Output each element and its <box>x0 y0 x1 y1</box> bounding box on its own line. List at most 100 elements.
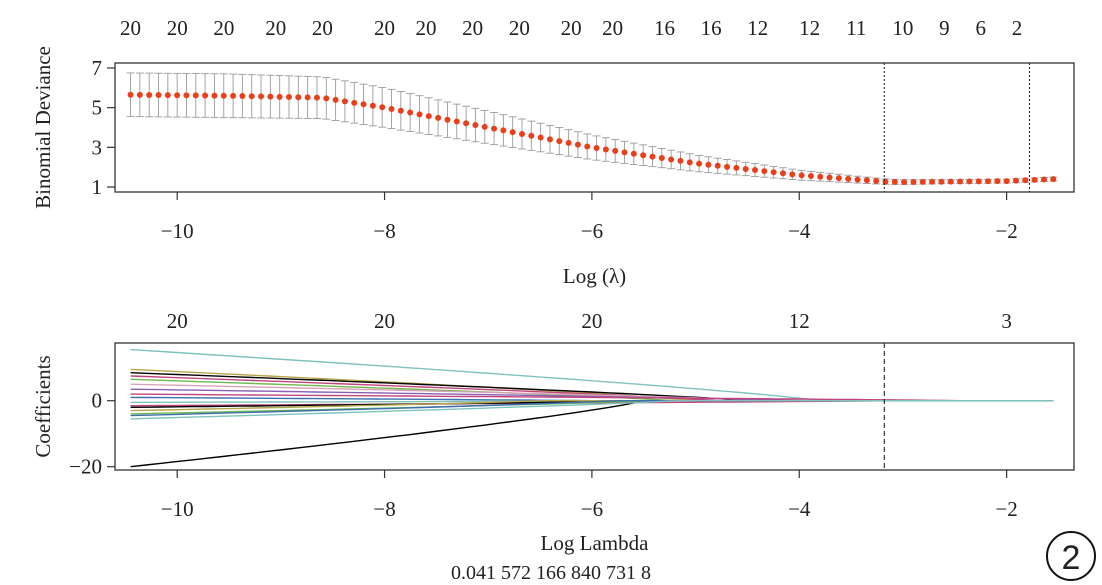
deviance-point <box>574 141 581 148</box>
deviance-point <box>975 178 982 185</box>
plot-frame <box>114 342 1075 471</box>
nonzero-count-label: 3 <box>1001 309 1012 333</box>
y-axis-ticks: 1 3 5 7 <box>92 56 115 199</box>
nonzero-count-label: 20 <box>462 16 483 40</box>
deviance-point <box>668 156 675 163</box>
deviance-point <box>519 130 526 137</box>
deviance-point <box>677 157 684 164</box>
deviance-point <box>929 178 936 185</box>
deviance-point <box>910 178 917 185</box>
deviance-point <box>453 118 460 125</box>
x-tick-label: −6 <box>581 219 603 243</box>
deviance-point <box>146 91 153 98</box>
nonzero-count-label: 20 <box>213 16 234 40</box>
deviance-point <box>1022 177 1029 184</box>
deviance-point <box>640 152 647 159</box>
deviance-point <box>463 120 470 127</box>
deviance-point <box>845 175 852 182</box>
x-tick-label: −2 <box>995 497 1017 521</box>
deviance-point <box>304 94 311 101</box>
deviance-point <box>593 145 600 152</box>
y-axis-label: Coefficients <box>31 355 55 457</box>
deviance-point <box>826 174 833 181</box>
coefficient-paths-layer <box>130 348 1054 468</box>
deviance-point <box>537 134 544 141</box>
deviance-point <box>649 153 656 160</box>
deviance-point <box>565 139 572 146</box>
nonzero-count-label: 20 <box>167 309 188 333</box>
x-tick-label: −10 <box>161 497 194 521</box>
deviance-point <box>761 168 768 175</box>
deviance-point <box>1031 176 1038 183</box>
deviance-point <box>817 173 824 180</box>
points-layer <box>127 91 1057 186</box>
nonzero-count-label: 20 <box>416 16 437 40</box>
deviance-point <box>1012 177 1019 184</box>
deviance-point <box>742 165 749 172</box>
deviance-point <box>882 178 889 185</box>
deviance-point <box>509 129 516 136</box>
deviance-point <box>621 149 628 156</box>
nonzero-count-label: 20 <box>374 16 395 40</box>
deviance-point <box>295 94 302 101</box>
nonzero-count-label: 12 <box>799 16 820 40</box>
nonzero-count-label: 20 <box>312 16 333 40</box>
x-tick-label: −4 <box>788 219 811 243</box>
deviance-point <box>686 159 693 166</box>
deviance-point <box>919 178 926 185</box>
deviance-point <box>351 99 358 106</box>
footer-caption: 0.041 572 166 840 731 8 <box>451 562 651 584</box>
errorbars-layer <box>126 72 1058 185</box>
nonzero-count-label: 20 <box>167 16 188 40</box>
deviance-point <box>696 160 703 167</box>
deviance-point <box>183 92 190 99</box>
deviance-point <box>211 92 218 99</box>
deviance-point <box>891 178 898 185</box>
nonzero-count-label: 12 <box>747 16 768 40</box>
nonzero-count-label: 16 <box>701 16 722 40</box>
deviance-point <box>789 171 796 178</box>
deviance-point <box>472 122 479 129</box>
deviance-point <box>397 107 404 114</box>
deviance-point <box>854 176 861 183</box>
deviance-point <box>994 178 1001 185</box>
nonzero-count-label: 20 <box>581 309 602 333</box>
deviance-point <box>248 93 255 100</box>
deviance-point <box>901 179 908 186</box>
deviance-point <box>947 178 954 185</box>
top-count-labels: 20 20 20 20 20 20 20 20 20 20 20 16 16 12 12 11 10 9 6 2 <box>120 16 1022 40</box>
deviance-point <box>1050 176 1057 183</box>
deviance-point <box>202 92 209 99</box>
deviance-point <box>630 150 637 157</box>
x-axis-ticks: −10 −8 −6 −4 −2 <box>161 192 1018 243</box>
deviance-point <box>612 147 619 154</box>
deviance-point <box>584 143 591 150</box>
deviance-point <box>379 104 386 111</box>
deviance-point <box>500 127 507 134</box>
nonzero-count-label: 6 <box>975 16 986 40</box>
y-tick-label: −20 <box>69 455 102 479</box>
deviance-point <box>873 178 880 185</box>
deviance-point <box>1003 178 1010 185</box>
deviance-point <box>258 93 265 100</box>
deviance-point <box>407 109 414 116</box>
coefficient-panel: −10 −8 −6 −4 −2 −20 0 20 20 20 12 3 Log Lambda Co… <box>31 309 1075 555</box>
deviance-point <box>174 92 181 99</box>
deviance-point <box>341 98 348 105</box>
deviance-point <box>528 132 535 139</box>
deviance-point <box>779 170 786 177</box>
x-axis-label: Log Lambda <box>541 531 650 555</box>
deviance-point <box>360 101 367 108</box>
deviance-point <box>276 93 283 100</box>
x-tick-label: −8 <box>373 497 395 521</box>
vlines-layer <box>883 63 1030 192</box>
deviance-point <box>714 162 721 169</box>
deviance-point <box>192 92 199 99</box>
deviance-point <box>155 92 162 99</box>
y-tick-label: 7 <box>92 56 103 80</box>
deviance-point <box>425 113 432 120</box>
deviance-point <box>546 136 553 143</box>
x-tick-label: −6 <box>581 497 603 521</box>
